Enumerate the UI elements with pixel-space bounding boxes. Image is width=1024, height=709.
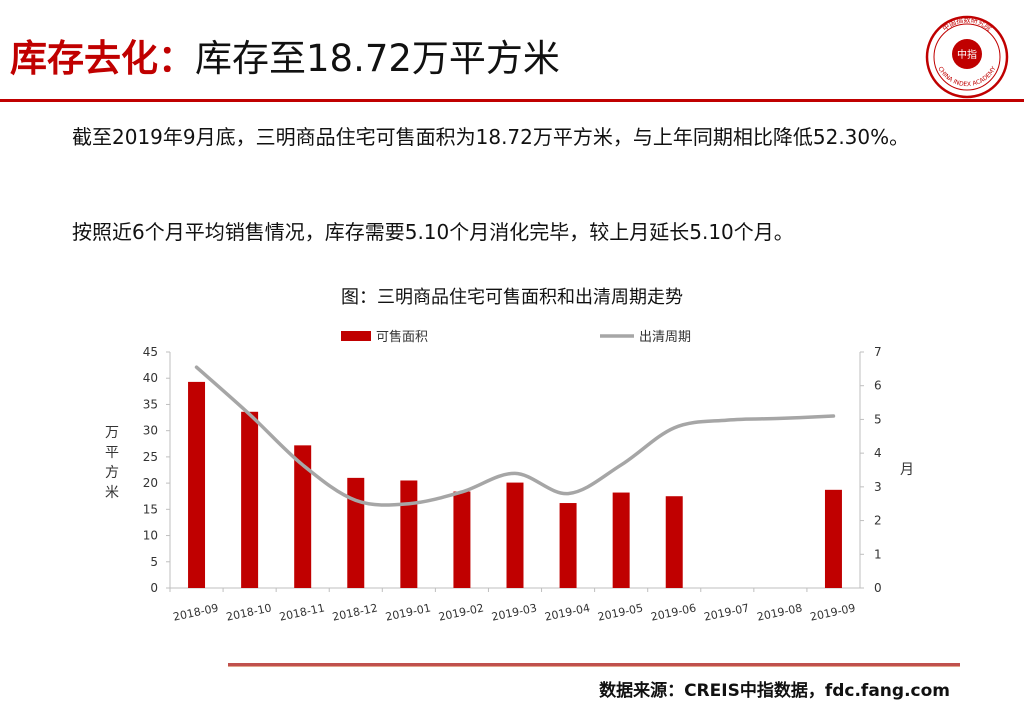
y-left-tick-label: 35 [143, 397, 158, 411]
y-left-tick-label: 5 [150, 555, 158, 569]
y-right-tick-label: 0 [874, 581, 882, 595]
y-left-axis-label-char: 平 [105, 445, 119, 461]
y-right-axis-label: 月 [900, 462, 914, 478]
x-tick-label: 2019-04 [544, 601, 592, 623]
y-right-tick-label: 5 [874, 412, 882, 426]
logo-top-text: 中国指数研究院 [940, 15, 993, 33]
page-title: 库存去化：库存至18.72万平方米 [10, 28, 560, 84]
title-divider [0, 99, 1024, 102]
x-tick-label: 2018-09 [172, 601, 220, 623]
x-tick-label: 2018-12 [331, 601, 379, 623]
y-left-tick-label: 15 [143, 502, 158, 516]
x-tick-label: 2019-05 [597, 601, 645, 623]
x-tick-label: 2019-09 [809, 601, 857, 623]
bar-available-area [347, 477, 365, 588]
y-right-tick-label: 6 [874, 379, 882, 393]
bar-available-area [612, 492, 630, 588]
footer-divider [228, 663, 960, 666]
legend-label-clearance-cycle: 出清周期 [639, 330, 691, 345]
y-right-tick-label: 7 [874, 345, 882, 359]
paragraph-clearance-cycle: 按照近6个月平均销售情况，库存需要5.10个月消化完毕，较上月延长5.10个月。 [72, 220, 794, 244]
china-index-academy-logo: 中指 CHINA INDEX ACADEMY 中国指数研究院 [925, 15, 1009, 99]
y-left-axis-label-char: 万 [105, 425, 119, 441]
x-tick-label: 2019-01 [384, 601, 432, 623]
bar-available-area [559, 503, 577, 588]
y-left-axis-label-char: 米 [105, 485, 119, 501]
chart-caption: 图：三明商品住宅可售面积和出清周期走势 [341, 287, 683, 308]
y-right-tick-label: 1 [874, 547, 882, 561]
bar-available-area [665, 496, 683, 588]
legend-label-available-area: 可售面积 [376, 329, 428, 345]
x-tick-label: 2019-08 [756, 601, 804, 623]
bar-available-area [241, 411, 259, 588]
y-left-tick-label: 30 [143, 424, 158, 438]
y-left-tick-label: 10 [143, 529, 158, 543]
bar-available-area [188, 381, 206, 588]
bar-available-area [824, 489, 842, 588]
y-left-tick-label: 40 [143, 371, 158, 385]
x-tick-label: 2019-07 [703, 601, 751, 623]
title-accent: 库存去化： [10, 37, 195, 80]
y-right-tick-label: 4 [874, 446, 882, 460]
x-tick-label: 2018-10 [225, 601, 273, 623]
title-main: 库存至18.72万平方米 [195, 37, 560, 80]
x-tick-label: 2019-06 [650, 601, 698, 623]
y-right-tick-label: 2 [874, 514, 882, 528]
bar-available-area [294, 445, 312, 588]
paragraph-inventory: 截至2019年9月底，三明商品住宅可售面积为18.72万平方米，与上年同期相比降… [72, 125, 910, 149]
x-tick-label: 2019-02 [437, 601, 485, 623]
logo-center-text: 中指 [957, 48, 977, 61]
bar-available-area [400, 480, 418, 588]
bar-available-area [506, 482, 524, 588]
y-left-tick-label: 20 [143, 476, 158, 490]
legend-swatch-available-area [341, 331, 371, 341]
svg-text:中国指数研究院: 中国指数研究院 [940, 15, 993, 33]
y-left-tick-label: 0 [150, 581, 158, 595]
line-clearance-cycle [194, 365, 836, 507]
data-source: 数据来源：CREIS中指数据，fdc.fang.com [599, 681, 950, 701]
y-right-tick-label: 3 [874, 480, 882, 494]
y-left-tick-label: 25 [143, 450, 158, 464]
footer-divider-shadow [228, 666, 960, 667]
y-left-tick-label: 45 [143, 345, 158, 359]
x-tick-label: 2018-11 [278, 601, 326, 623]
bar-available-area [453, 491, 471, 588]
x-tick-label: 2019-03 [490, 601, 538, 623]
y-left-axis-label-char: 方 [105, 465, 119, 481]
